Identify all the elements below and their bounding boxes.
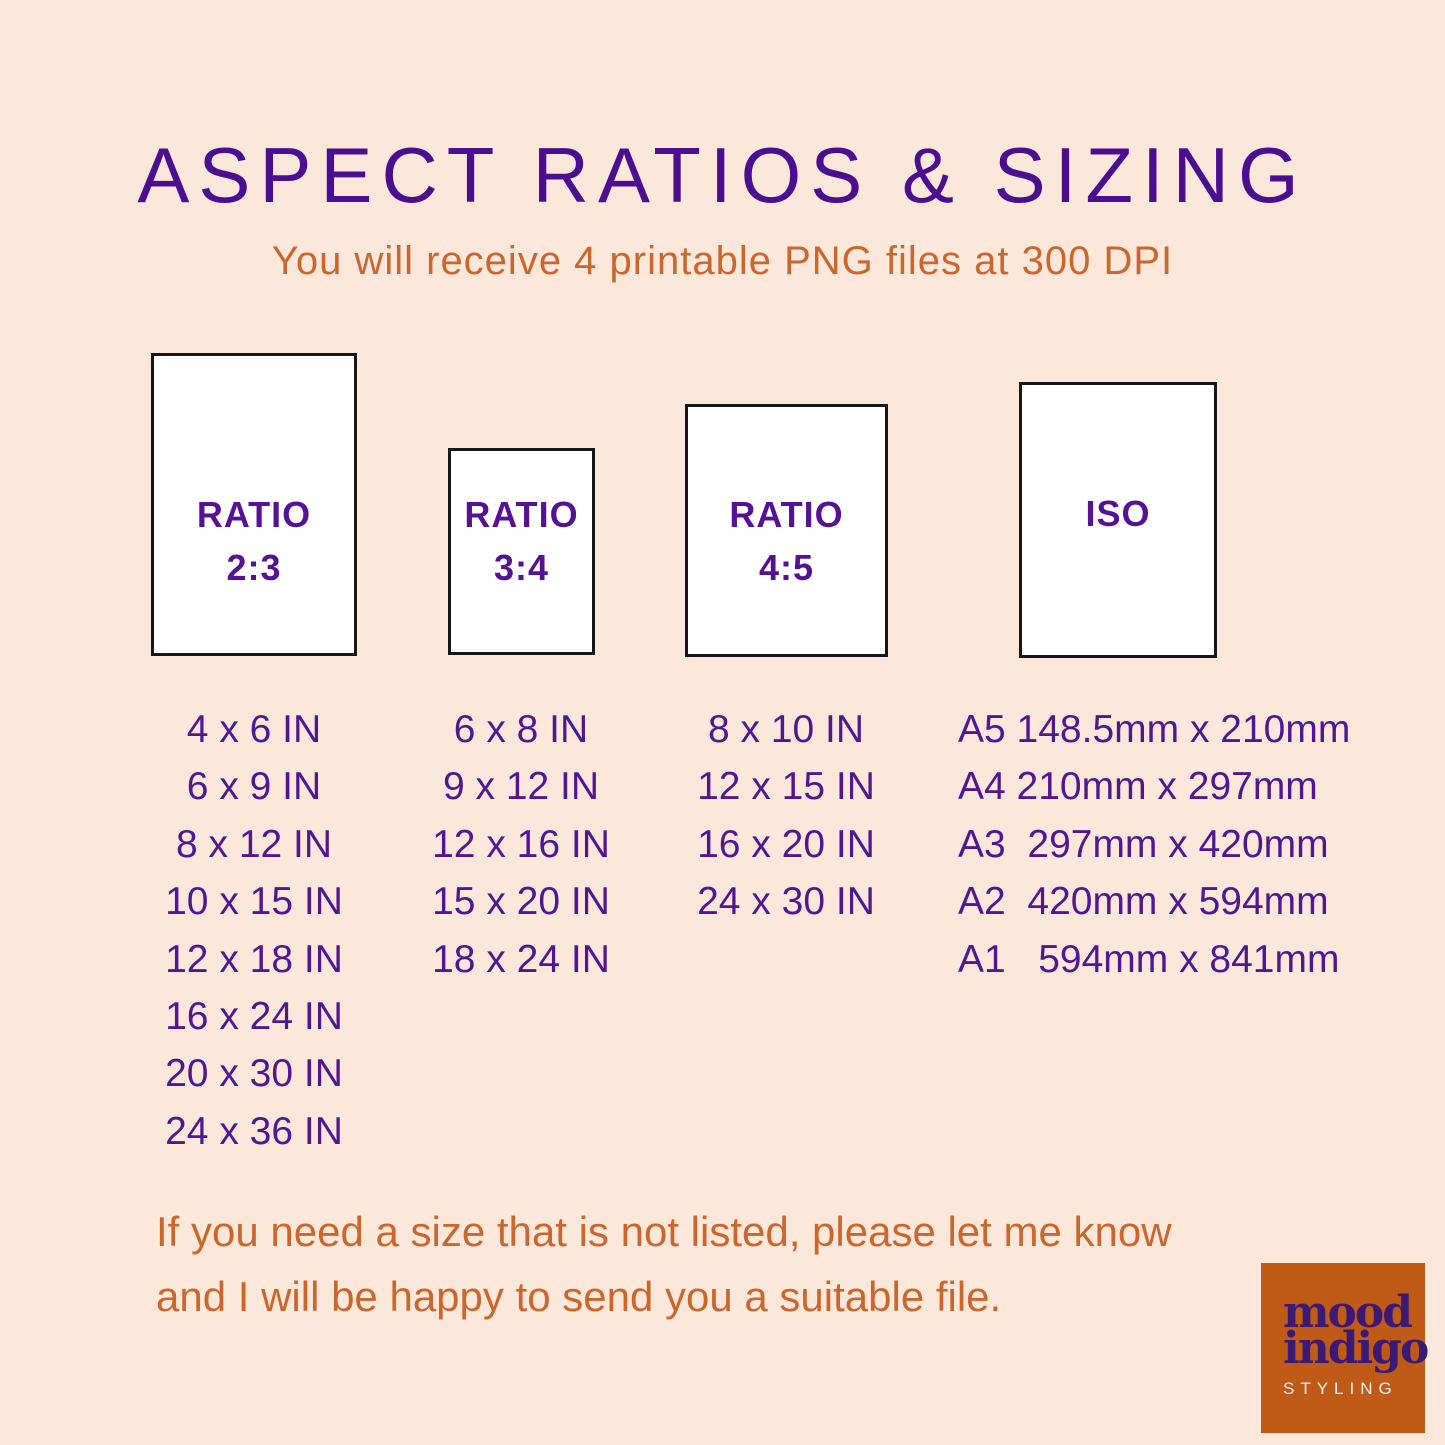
size-item: 24 x 30 IN xyxy=(697,880,875,924)
ratio-box-4-5: RATIO 4:5 xyxy=(685,404,888,657)
ratio-box-4-5-label: RATIO 4:5 xyxy=(688,493,885,590)
size-item: 6 x 8 IN xyxy=(453,708,589,751)
ratio-box-iso: ISO xyxy=(1019,382,1217,658)
size-item: 10 x 15 IN xyxy=(165,880,343,924)
logo-wordmark-line2: indigo xyxy=(1283,1323,1429,1374)
size-item: 9 x 12 IN xyxy=(442,765,600,809)
size-item: 24 x 36 IN xyxy=(165,1109,343,1153)
ratio-word: RATIO xyxy=(729,494,844,535)
ratio-word: RATIO xyxy=(196,494,312,535)
ratio-box-3-4: RATIO 3:4 xyxy=(448,448,595,655)
size-item: A5 148.5mm x 210mm xyxy=(958,708,1351,751)
size-list-3-4: 6 x 8 IN 9 x 12 IN 12 x 16 IN 15 x 20 IN… xyxy=(371,701,671,988)
size-item: 12 x 16 IN xyxy=(432,822,610,866)
size-item: 18 x 24 IN xyxy=(432,937,610,981)
ratio-box-2-3-label: RATIO 2:3 xyxy=(154,493,354,590)
size-item: 8 x 10 IN xyxy=(707,708,865,751)
size-item: A2 420mm x 594mm xyxy=(958,880,1329,924)
size-item: 16 x 20 IN xyxy=(697,822,875,866)
ratio-value-4-5: 4:5 xyxy=(758,547,815,588)
ratio-word: RATIO xyxy=(464,494,579,535)
ratio-box-2-3: RATIO 2:3 xyxy=(151,353,357,656)
size-item: 6 x 9 IN xyxy=(186,765,322,809)
ratio-value-3-4: 3:4 xyxy=(493,547,550,588)
size-item: 8 x 12 IN xyxy=(175,822,333,866)
size-item: 16 x 24 IN xyxy=(165,995,343,1039)
size-item: 12 x 15 IN xyxy=(697,765,875,809)
brand-logo: mood indigo STYLING xyxy=(1261,1263,1429,1433)
logo-wordmark-line1: mood xyxy=(1283,1287,1413,1338)
page-title: ASPECT RATIOS & SIZING xyxy=(137,131,1308,219)
ratio-value-2-3: 2:3 xyxy=(226,547,282,588)
size-item: 4 x 6 IN xyxy=(186,708,322,751)
logo-tagline: STYLING xyxy=(1283,1379,1398,1398)
ratio-box-iso-label: ISO xyxy=(1022,492,1214,536)
size-item: A1 594mm x 841mm xyxy=(958,937,1340,981)
size-list-iso: A5 148.5mm x 210mm A4 210mm x 297mm A3 2… xyxy=(958,701,1388,988)
ratio-word: ISO xyxy=(1085,493,1151,534)
size-item: 12 x 18 IN xyxy=(165,937,343,981)
ratio-box-3-4-label: RATIO 3:4 xyxy=(451,493,592,590)
size-list-4-5: 8 x 10 IN 12 x 15 IN 16 x 20 IN 24 x 30 … xyxy=(636,701,936,931)
size-item: 20 x 30 IN xyxy=(165,1052,343,1096)
footer-note-line2: and I will be happy to send you a suitab… xyxy=(156,1273,1002,1320)
size-item: 15 x 20 IN xyxy=(432,880,610,924)
size-item: A4 210mm x 297mm xyxy=(958,765,1318,809)
footer-note: If you need a size that is not listed, p… xyxy=(156,1199,1316,1329)
size-list-2-3: 4 x 6 IN 6 x 9 IN 8 x 12 IN 10 x 15 IN 1… xyxy=(104,701,404,1160)
page-subtitle: You will receive 4 printable PNG files a… xyxy=(271,239,1174,283)
footer-note-line1: If you need a size that is not listed, p… xyxy=(156,1208,1172,1255)
size-item: A3 297mm x 420mm xyxy=(958,822,1329,866)
